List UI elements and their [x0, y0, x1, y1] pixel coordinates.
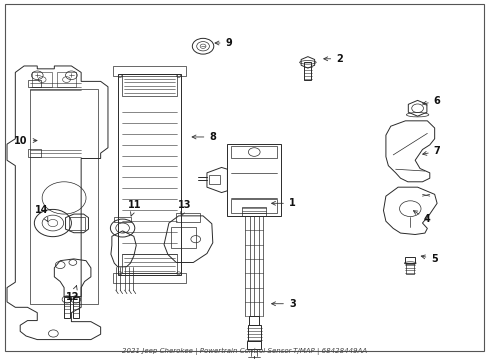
Bar — [176, 213, 199, 222]
Text: 3: 3 — [271, 299, 295, 309]
Bar — [122, 74, 177, 96]
Text: 13: 13 — [178, 200, 191, 216]
Bar — [118, 74, 181, 275]
Text: 14: 14 — [35, 206, 49, 221]
Bar — [27, 149, 41, 157]
Text: 11: 11 — [128, 200, 141, 216]
Text: 2: 2 — [323, 54, 342, 64]
Bar — [113, 66, 185, 76]
Bar — [405, 257, 414, 263]
Bar — [249, 316, 259, 325]
Text: 5: 5 — [420, 254, 437, 264]
Bar — [57, 72, 76, 87]
Bar — [304, 62, 311, 80]
Bar — [30, 89, 98, 304]
Bar — [406, 263, 413, 274]
Bar — [247, 325, 260, 341]
Text: 10: 10 — [14, 136, 37, 145]
Bar — [171, 226, 195, 248]
Bar — [231, 146, 277, 158]
Bar — [64, 297, 70, 318]
Bar — [208, 175, 219, 184]
Bar — [27, 80, 41, 87]
Text: 2021 Jeep Cherokee | Powertrain Control Sensor-T/MAP | 68428449AA: 2021 Jeep Cherokee | Powertrain Control … — [122, 348, 366, 355]
Text: 7: 7 — [422, 146, 440, 156]
Bar — [32, 72, 52, 87]
Text: 12: 12 — [66, 285, 80, 302]
Text: 1: 1 — [271, 198, 295, 208]
Text: 8: 8 — [192, 132, 216, 142]
Bar — [231, 199, 277, 213]
Bar — [242, 207, 266, 216]
Text: 9: 9 — [215, 38, 232, 48]
Bar — [122, 253, 177, 273]
Bar — [73, 297, 79, 318]
Bar — [247, 341, 261, 348]
Text: 4: 4 — [412, 211, 430, 224]
Bar — [114, 217, 131, 222]
Bar — [113, 273, 185, 283]
Bar — [69, 217, 84, 230]
Bar — [227, 144, 281, 216]
Text: 6: 6 — [422, 96, 440, 106]
